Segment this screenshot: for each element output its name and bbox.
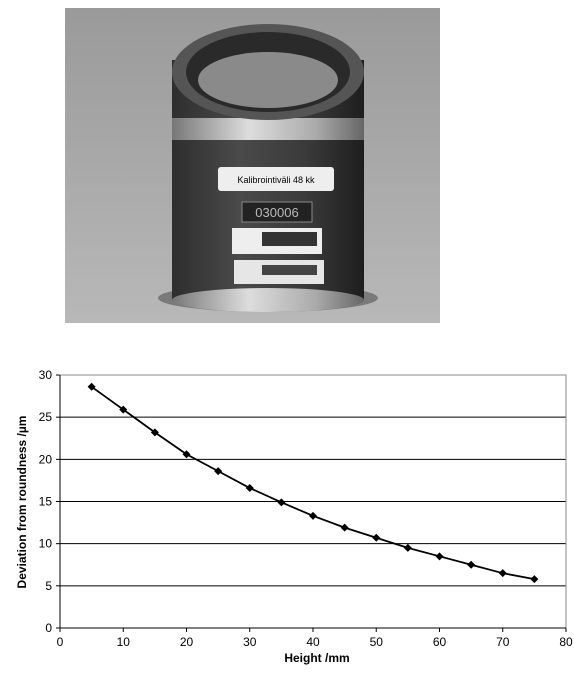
bottom-rim: [172, 288, 364, 312]
marker: [277, 498, 285, 506]
page: Kalibrointiväli 48 kk 030006 Height /mm …: [0, 0, 574, 678]
marker: [404, 544, 412, 552]
x-tick-label: 50: [370, 635, 384, 649]
y-tick-label: 15: [39, 495, 53, 509]
photo-label: Kalibrointiväli 48 kk: [237, 175, 315, 185]
y-tick-label: 10: [39, 537, 53, 551]
marker: [499, 569, 507, 577]
marker: [530, 575, 538, 583]
y-tick-label: 0: [45, 621, 52, 635]
marker: [214, 467, 222, 475]
y-tick-label: 20: [39, 452, 53, 466]
marker: [309, 512, 317, 520]
marker: [372, 534, 380, 542]
top-rim: [172, 118, 364, 140]
x-tick-label: 20: [180, 635, 194, 649]
photo-label: 030006: [255, 205, 298, 220]
x-tick-label: 60: [433, 635, 447, 649]
y-tick-label: 30: [39, 368, 53, 382]
photo: Kalibrointiväli 48 kk 030006: [65, 8, 440, 323]
barcode: [262, 265, 317, 275]
data-line: [92, 387, 535, 579]
x-axis-title: Height /mm: [284, 651, 349, 665]
marker: [467, 561, 475, 569]
marker: [436, 552, 444, 560]
marker: [246, 484, 254, 492]
marker: [341, 524, 349, 532]
x-tick-label: 0: [57, 635, 64, 649]
x-tick-label: 10: [117, 635, 131, 649]
bore-inner: [198, 52, 338, 108]
y-tick-label: 5: [45, 579, 52, 593]
y-axis-title: Deviation from roundness /µm: [15, 416, 29, 589]
y-tick-label: 25: [39, 410, 53, 424]
x-tick-label: 30: [243, 635, 257, 649]
x-tick-label: 70: [496, 635, 510, 649]
x-tick-label: 40: [306, 635, 320, 649]
barcode: [262, 232, 317, 246]
x-tick-label: 80: [559, 635, 573, 649]
